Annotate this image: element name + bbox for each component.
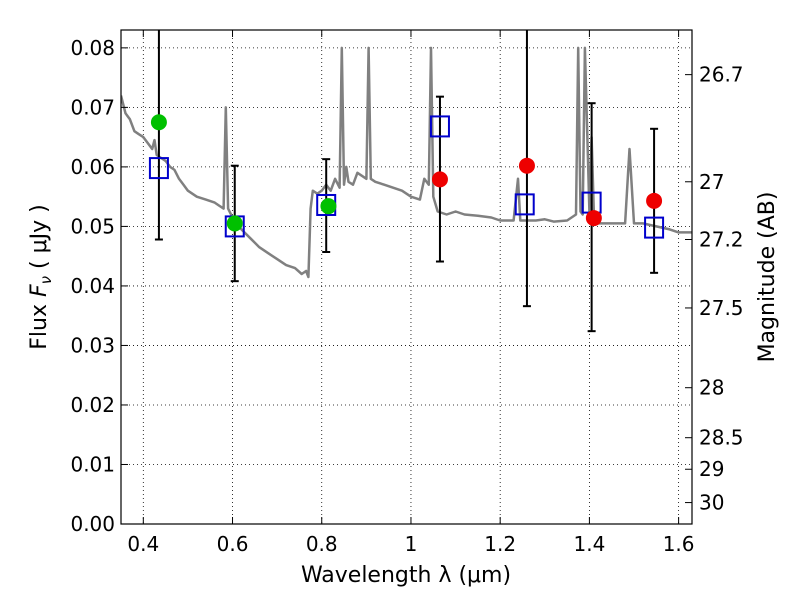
y-axis-label-main: Flux: [27, 297, 52, 350]
y-tick-label: 0.01: [70, 452, 115, 476]
x-tick-label: 1.2: [484, 532, 516, 556]
right-tick-label: 27: [699, 170, 724, 194]
y-tick-label: 0.06: [70, 155, 115, 179]
right-tick-label: 26.7: [699, 63, 744, 87]
right-tick-labels: 26.7 27 27.2 27.5 28 28.5 29 30: [699, 63, 744, 515]
right-tick-label: 27.2: [699, 228, 744, 252]
observed-point-red: [518, 157, 535, 174]
right-tick-label: 28: [699, 376, 724, 400]
observed-point-green: [226, 215, 243, 232]
model-photometry-square: [148, 157, 169, 180]
y-axis-label: Flux Fν ( μJy ): [27, 204, 55, 349]
x-tick-label: 1: [405, 532, 418, 556]
y-tick-label: 0.08: [70, 36, 115, 60]
y-tick-label: 0.02: [70, 393, 115, 417]
y-tick-label: 0.04: [70, 274, 115, 298]
y-tick-label: 0.03: [70, 333, 115, 357]
observed-point-red: [431, 171, 448, 188]
right-axis-label: Magnitude (AB): [755, 192, 780, 363]
model-photometry-square: [429, 115, 450, 138]
grid: [121, 30, 692, 525]
x-tick-labels: 0.4 0.6 0.8 1 1.2 1.4 1.6: [127, 532, 694, 556]
right-tick-label: 29: [699, 457, 724, 481]
right-tick-label: 30: [699, 491, 724, 515]
plot-frame: [120, 29, 693, 525]
plot-area: [121, 30, 692, 333]
y-tick-label: 0.07: [70, 95, 115, 119]
y-tick-labels: 0.00 0.01 0.02 0.03 0.04 0.05 0.06 0.07 0.08: [70, 36, 115, 536]
tick-marks: [121, 30, 692, 525]
x-axis-label: Wavelength λ (μm): [301, 563, 511, 588]
observed-point-red: [646, 192, 663, 209]
observed-point-green: [150, 114, 167, 131]
x-tick-label: 1.6: [663, 532, 695, 556]
model-photometry-square: [644, 216, 665, 239]
y-axis-label-sub: ν: [37, 276, 55, 284]
y-tick-label: 0.05: [70, 214, 115, 238]
y-axis-label-symbol: F: [27, 284, 52, 297]
spectrum-line: [121, 46, 692, 279]
x-tick-label: 0.6: [217, 532, 249, 556]
x-tick-label: 0.8: [306, 532, 338, 556]
y-axis-label-unit: ( μJy ): [27, 204, 52, 276]
x-tick-label: 0.4: [127, 532, 159, 556]
model-photometry-square: [514, 193, 535, 216]
observed-point-red: [585, 210, 602, 227]
y-tick-label: 0.00: [70, 512, 115, 536]
x-tick-label: 1.4: [573, 532, 605, 556]
right-tick-label: 27.5: [699, 296, 744, 320]
right-tick-label: 28.5: [699, 426, 744, 450]
observed-point-green: [320, 198, 337, 215]
